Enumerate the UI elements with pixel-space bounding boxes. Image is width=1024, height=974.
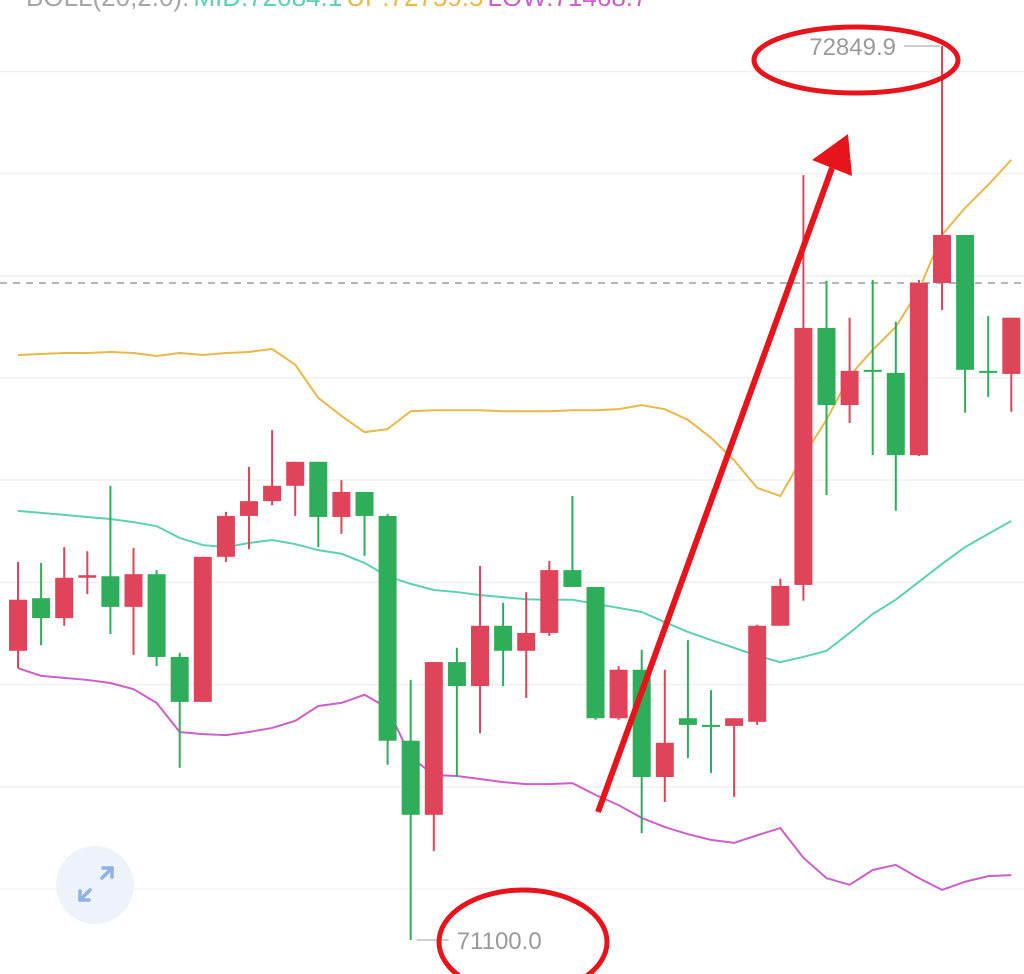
highlight-circle bbox=[436, 887, 610, 974]
candle-body bbox=[863, 369, 882, 372]
band-line bbox=[17, 509, 1012, 664]
candle-body bbox=[563, 570, 582, 587]
candle-body bbox=[540, 570, 559, 633]
band-line bbox=[17, 159, 1013, 498]
candle-body bbox=[401, 740, 420, 815]
legend-entry: BOLL(20,2.0): bbox=[26, 0, 189, 12]
candle-body bbox=[725, 718, 744, 726]
candle-body bbox=[886, 372, 905, 456]
legend-entry: LOW:71468.7 bbox=[488, 0, 648, 12]
candle-body bbox=[101, 576, 120, 607]
candle-body bbox=[609, 669, 628, 719]
candle-body bbox=[355, 491, 374, 516]
candle-body bbox=[517, 632, 536, 651]
arrow-head bbox=[812, 134, 852, 176]
candle-body bbox=[771, 585, 790, 626]
candle-body bbox=[702, 724, 720, 727]
candle-body bbox=[32, 598, 51, 619]
legend-entry: MID:72084.1 bbox=[193, 0, 342, 12]
candle-body bbox=[471, 625, 489, 687]
highlight-circle bbox=[751, 24, 961, 96]
grid bbox=[0, 70, 1024, 890]
candle-body bbox=[655, 742, 674, 778]
bollinger-bands bbox=[17, 159, 1013, 891]
candle-body bbox=[263, 485, 282, 502]
candle-body bbox=[424, 662, 443, 815]
candle-body bbox=[9, 599, 27, 651]
candle-body bbox=[494, 625, 513, 651]
candle-body bbox=[78, 575, 97, 578]
candle-body bbox=[240, 501, 258, 516]
candle-body bbox=[794, 327, 813, 585]
indicator-legend: BOLL(20,2.0): MID:72084.1 UP:72759.5 LOW:71… bbox=[26, 0, 647, 12]
trend-arrow bbox=[595, 166, 835, 814]
high-marker-label: 72849.9 bbox=[809, 34, 896, 61]
candle-body bbox=[193, 556, 212, 702]
candle-body bbox=[378, 515, 397, 741]
candle-body bbox=[216, 515, 235, 557]
low-marker-label: 71100.0 bbox=[457, 928, 542, 955]
candle-body bbox=[956, 234, 975, 370]
expand-button[interactable] bbox=[56, 846, 134, 924]
candle-body bbox=[332, 491, 351, 517]
candle-body bbox=[124, 574, 143, 607]
candle-body bbox=[286, 461, 305, 486]
candle-body bbox=[748, 625, 767, 722]
candles bbox=[9, 45, 1021, 940]
extreme-markers: 72849.9 71100.0 bbox=[416, 34, 940, 955]
candle-body bbox=[170, 656, 189, 702]
candle-body bbox=[447, 662, 466, 687]
candle-body bbox=[909, 282, 928, 456]
candle-body bbox=[55, 577, 74, 619]
candle-body bbox=[840, 370, 859, 406]
candle-body bbox=[309, 461, 328, 517]
candle-body bbox=[147, 574, 166, 657]
candle-body bbox=[678, 718, 697, 725]
candle-body bbox=[586, 586, 605, 719]
candle-body bbox=[979, 370, 998, 373]
band-line bbox=[17, 667, 1012, 891]
candle-body bbox=[817, 327, 836, 406]
legend-entry: UP:72759.5 bbox=[346, 0, 483, 12]
candle-body bbox=[1002, 317, 1021, 374]
candle-body bbox=[933, 234, 951, 283]
